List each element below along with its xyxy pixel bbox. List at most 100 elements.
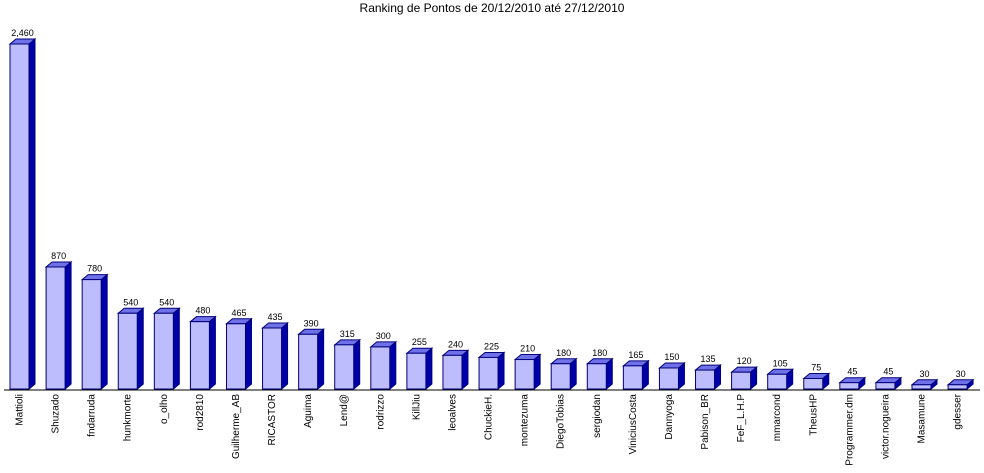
value-label: 435 [268,312,283,322]
bar [189,315,217,391]
category-label: Masamune [917,394,928,444]
bar-side [353,338,361,391]
bar-side [281,321,289,391]
category-label: sergiodan [592,394,603,438]
value-label: 540 [123,297,138,307]
bar-front [370,346,391,390]
bars-layer [8,37,975,391]
category-label: Programmer.dm [844,394,855,466]
chart-title: Ranking de Pontos de 20/12/2010 até 27/1… [359,1,625,15]
bar-front [117,312,138,390]
bar-side [497,351,505,391]
category-label: DiegoTobias [556,394,567,449]
value-label: 540 [159,297,174,307]
bar [261,321,289,391]
category-label: Shuzado [51,394,62,434]
bar-side [208,315,216,391]
category-label: ViniciusCosta [628,394,639,455]
value-label: 870 [51,251,66,261]
bar [730,366,758,391]
bar [80,273,109,391]
bar [838,376,867,391]
category-label: Lend@ [339,394,350,426]
value-label: 780 [87,264,102,274]
bar [225,317,253,391]
bar-front [406,352,427,390]
category-label: gdesser [953,393,964,429]
category-label: RICASTOR [267,394,278,446]
bar-front [550,363,571,390]
bar-front [225,323,246,390]
value-label: 465 [231,308,246,318]
bar-front [947,384,968,390]
category-label: rod2810 [195,394,206,431]
bar-side [389,340,397,391]
bar-front [153,312,174,390]
bar-front [45,266,66,390]
category-label: montezuma [520,394,531,447]
value-label: 30 [956,369,966,379]
bar-side [172,307,180,391]
bar-front [695,369,716,390]
category-label: ChuckieH. [484,394,495,440]
bar [910,378,939,391]
value-label: 225 [484,341,499,351]
bar-front [189,321,210,390]
bar [441,349,470,391]
value-label: 2,460 [11,28,34,38]
value-label: 75 [811,362,821,372]
bar-front [514,359,535,390]
bar-side [64,260,72,391]
value-label: 150 [664,352,679,362]
bar [946,378,975,391]
category-label: Aguima [303,394,314,428]
bar [766,368,795,391]
bar-side [425,347,433,391]
bar-side [533,353,541,391]
bar-front [478,356,499,390]
value-label: 120 [737,356,752,366]
value-label: 210 [520,344,535,354]
category-label: hunkmorte [123,394,134,442]
bar [585,357,614,391]
value-label: 240 [448,339,463,349]
value-label: 390 [304,318,319,328]
bar [8,37,37,391]
category-label: Mattioli [15,394,26,426]
value-label: 480 [195,306,210,316]
bar-front [442,354,463,390]
bar-side [244,317,252,391]
bar-side [461,349,469,391]
bar-side [100,273,108,391]
value-label: 300 [376,331,391,341]
bar-front [911,384,932,390]
category-label: mmarcond [772,394,783,441]
value-label: 180 [556,348,571,358]
category-label: fndarruda [87,394,98,437]
value-label: 255 [412,337,427,347]
bar-front [875,382,896,390]
bar [116,307,145,391]
bar [549,357,578,391]
bar [694,363,722,391]
category-label: Dannyoga [664,394,675,440]
bar-side [136,307,144,391]
bar [297,328,326,391]
bar [369,340,398,391]
bar-front [839,382,860,390]
bar [802,372,831,391]
bar-front [81,279,102,390]
category-label: TheusHP [808,394,819,436]
category-label: leoalves [447,394,458,431]
bar-front [334,344,355,390]
bar-front [731,371,752,390]
bar-front [586,363,607,390]
category-label: o_olho [159,394,170,424]
value-label: 180 [592,348,607,358]
value-label: 45 [883,367,893,377]
bar [874,376,903,391]
bar-front [767,373,788,390]
bar [333,338,362,391]
value-label: 45 [847,367,857,377]
